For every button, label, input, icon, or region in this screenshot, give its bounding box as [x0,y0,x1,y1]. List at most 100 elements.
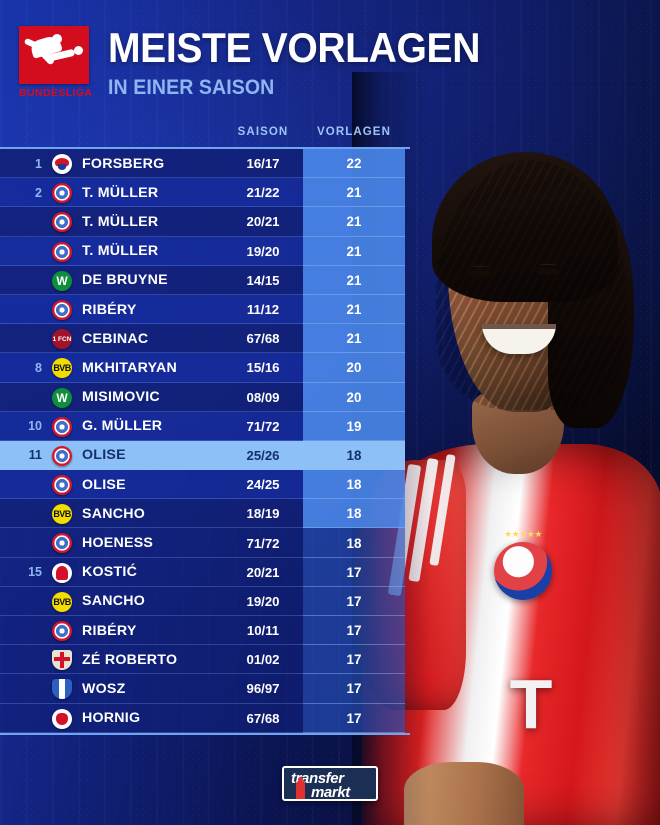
row-season: 67/68 [246,331,280,347]
club-crest-icon: W [52,270,72,291]
table-row[interactable]: RIBÉRY 11/12 21 [0,294,410,325]
row-assists-value: 17 [346,593,362,609]
table-row[interactable]: 2 T. MÜLLER 21/22 21 [0,178,410,208]
club-badge-borussia-dortmund: BVB [52,591,72,612]
row-band [0,528,303,558]
club-crest-icon [52,416,72,437]
row-season: 15/16 [246,360,280,376]
row-rank [0,324,42,353]
table-row[interactable]: T. MÜLLER 20/21 21 [0,207,410,237]
club-badge-bayern-muenchen [52,299,72,320]
table-row[interactable]: HOENESS 71/72 18 [0,528,410,558]
column-header-assists: VORLAGEN [317,126,391,138]
table-row[interactable]: BVB SANCHO 18/19 18 [0,499,410,529]
table-row[interactable]: ZÉ ROBERTO 01/02 17 [0,645,410,675]
assists-bar [303,411,405,441]
column-header-season: SAISON [237,126,289,138]
row-rank [0,207,42,236]
row-player-name: HORNIG [82,710,141,727]
transfermarkt-word-2: markt [311,784,350,801]
row-season: 19/20 [246,593,280,609]
table-row[interactable]: W DE BRUYNE 14/15 21 [0,265,410,295]
table-row[interactable]: RIBÉRY 10/11 17 [0,616,410,646]
row-band [0,382,303,412]
club-crest-icon [52,650,72,671]
assists-bar [303,353,405,383]
club-badge-vfl-wolfsburg: W [52,387,72,408]
table-row[interactable]: 11 OLISE 25/26 18 [0,440,410,471]
table-row[interactable]: 1 FCN CEBINAC 67/68 21 [0,324,410,354]
club-crest-icon [52,241,72,262]
bundesliga-wordmark: BUNDESLIGA [19,87,93,99]
row-band [0,207,303,237]
club-badge-bayern-muenchen [52,621,72,641]
row-rank [0,266,42,295]
assists-bar [303,440,405,471]
row-season: 21/22 [246,185,280,201]
club-badge-vfl-wolfsburg: W [52,270,72,291]
club-crest-icon [52,154,72,174]
football-icon [74,46,83,55]
row-rank [0,499,42,528]
table-row[interactable]: 10 G. MÜLLER 71/72 19 [0,411,410,441]
row-season: 20/21 [246,564,280,580]
row-player-name: T. MÜLLER [82,243,159,260]
table-row[interactable]: T. MÜLLER 19/20 21 [0,236,410,266]
row-assists-value: 21 [346,185,362,201]
row-assists-value: 20 [346,389,362,405]
assists-bar [303,674,405,704]
row-season: 24/25 [246,477,280,493]
row-season: 71/72 [246,535,280,551]
table-row[interactable]: 1 FORSBERG 16/17 22 [0,149,410,179]
row-band [0,586,303,616]
club-badge-bayern-muenchen [52,533,72,554]
row-rank [0,674,42,703]
club-crest-icon [52,679,72,700]
row-rank [0,470,42,499]
assists-bar [303,645,405,675]
transfermarkt-figure-icon [296,777,305,799]
row-rank [0,383,42,412]
row-season: 10/11 [246,623,280,639]
row-player-name: T. MÜLLER [82,213,159,230]
assists-bar [303,236,405,266]
club-crest-icon: BVB [52,358,72,379]
row-band [0,674,303,704]
row-rank [0,704,42,733]
table-row[interactable]: 15 KOSTIĆ 20/21 17 [0,557,410,587]
row-band [0,324,303,354]
row-band [0,178,303,208]
row-assists-value: 17 [346,564,362,580]
club-crest-icon [52,183,72,204]
row-assists-value: 21 [346,214,362,230]
table-row[interactable]: W MISIMOVIC 08/09 20 [0,382,410,412]
table-row[interactable]: HORNIG 67/68 17 [0,703,410,733]
row-assists-value: 19 [346,418,362,434]
table-row[interactable]: BVB SANCHO 19/20 17 [0,586,410,616]
row-assists-value: 17 [346,652,362,668]
club-badge-bayern-muenchen [52,445,72,466]
row-band [0,411,303,441]
row-player-name: SANCHO [82,505,145,522]
row-season: 11/12 [246,302,280,318]
table-row[interactable]: 8 BVB MKHITARYAN 15/16 20 [0,353,410,383]
row-player-name: KOSTIĆ [82,564,138,581]
row-rank [0,616,42,645]
club-badge-bayern-muenchen [52,212,72,233]
row-assists-value: 21 [346,272,362,288]
assists-bar [303,616,405,646]
table-row[interactable]: WOSZ 96/97 17 [0,674,410,704]
page-subtitle: IN EINER SAISON [108,76,275,99]
row-band [0,557,303,587]
table-row[interactable]: OLISE 24/25 18 [0,470,410,500]
club-badge-borussia-dortmund: BVB [52,504,72,525]
row-assists-value: 21 [346,331,362,347]
row-band [0,645,303,675]
club-badge-bayern-muenchen [52,416,72,437]
row-player-name: WOSZ [82,680,126,697]
assists-bar [303,470,405,500]
club-crest-icon [52,212,72,233]
row-player-name: DE BRUYNE [82,272,168,289]
club-badge-eintracht-frankfurt [52,562,72,583]
row-season: 14/15 [246,272,280,288]
